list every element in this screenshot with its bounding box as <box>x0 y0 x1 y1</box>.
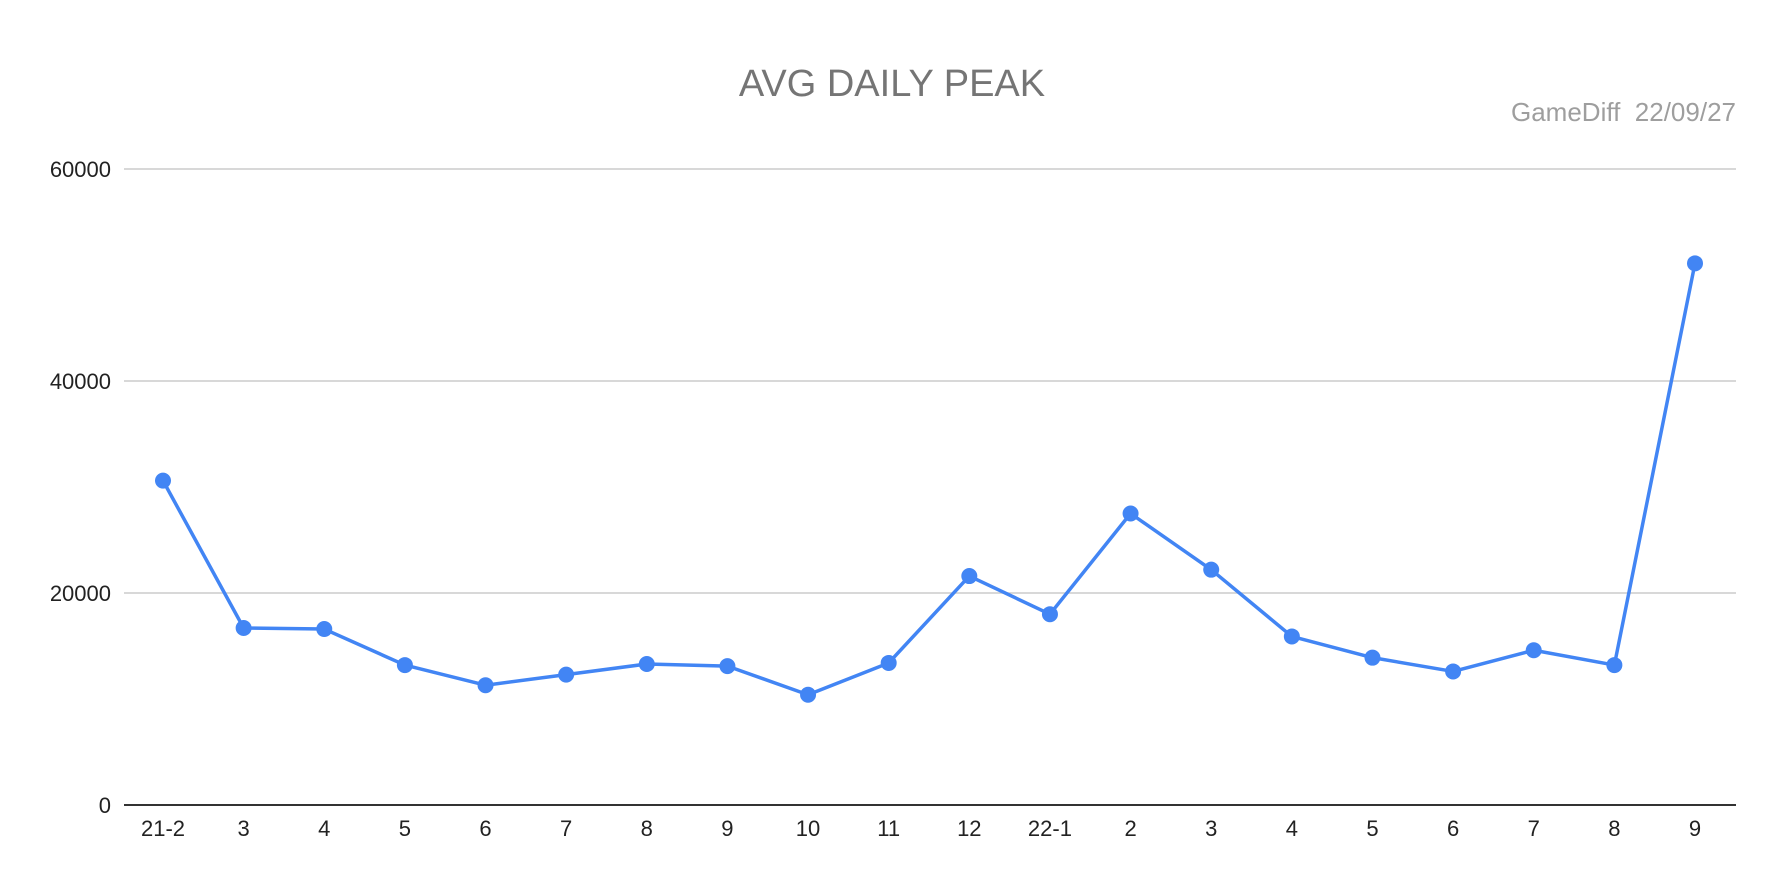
data-point <box>1687 255 1703 272</box>
x-tick-label: 12 <box>957 816 981 841</box>
x-tick-label: 8 <box>641 816 653 841</box>
data-point <box>558 666 575 683</box>
x-tick-label: 3 <box>238 816 250 841</box>
y-tick-label: 60000 <box>50 157 111 182</box>
x-tick-label: 9 <box>1689 816 1701 841</box>
x-tick-label: 8 <box>1608 816 1620 841</box>
y-tick-label: 0 <box>99 793 111 818</box>
x-axis-tick-labels: 21-2 3 4 5 6 7 8 9 10 11 12 22-1 2 3 4 5 6 7 8 9 <box>141 816 1701 841</box>
x-tick-label: 5 <box>399 816 411 841</box>
y-tick-label: 40000 <box>50 369 111 394</box>
data-point <box>1364 649 1381 666</box>
data-point <box>719 658 736 675</box>
x-tick-label: 6 <box>1447 816 1459 841</box>
x-tick-label: 4 <box>1286 816 1298 841</box>
series-line <box>161 261 1697 697</box>
data-point <box>880 654 897 671</box>
gridlines <box>124 168 1736 594</box>
chart-source-label: GameDiff 22/09/27 <box>1511 97 1736 127</box>
data-series <box>155 255 1703 703</box>
x-tick-label: 5 <box>1366 816 1378 841</box>
y-tick-label: 20000 <box>50 581 111 606</box>
x-tick-label: 21-2 <box>141 816 185 841</box>
x-tick-label: 7 <box>560 816 572 841</box>
y-axis-tick-labels: 0 20000 40000 60000 <box>50 157 111 818</box>
chart-title: AVG DAILY PEAK <box>739 63 1045 105</box>
x-tick-label: 2 <box>1124 816 1136 841</box>
data-point <box>235 619 252 636</box>
data-point <box>477 677 494 694</box>
x-tick-label: 4 <box>318 816 330 841</box>
data-point <box>638 656 655 673</box>
x-tick-label: 10 <box>796 816 820 841</box>
data-point <box>316 621 333 638</box>
x-tick-label: 9 <box>721 816 733 841</box>
data-point <box>961 568 978 585</box>
x-tick-label: 11 <box>877 816 900 841</box>
data-point <box>1283 628 1300 645</box>
data-point <box>1525 642 1542 659</box>
data-point <box>1041 606 1058 623</box>
data-point <box>1122 505 1139 522</box>
x-tick-label: 3 <box>1205 816 1217 841</box>
x-tick-label: 6 <box>479 816 491 841</box>
data-point <box>396 657 413 674</box>
data-point <box>800 686 817 703</box>
x-tick-label: 7 <box>1528 816 1540 841</box>
data-point <box>1203 561 1220 578</box>
data-point <box>1606 657 1623 674</box>
x-tick-label: 22-1 <box>1028 816 1072 841</box>
data-point <box>155 472 171 489</box>
data-point <box>1445 663 1462 680</box>
